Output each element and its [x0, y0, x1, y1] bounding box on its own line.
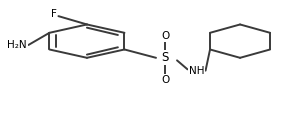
Text: NH: NH — [189, 66, 205, 76]
Text: H₂N: H₂N — [7, 40, 27, 50]
Text: O: O — [161, 75, 169, 85]
Text: O: O — [161, 31, 169, 41]
Text: S: S — [161, 51, 169, 64]
Text: F: F — [51, 9, 57, 19]
